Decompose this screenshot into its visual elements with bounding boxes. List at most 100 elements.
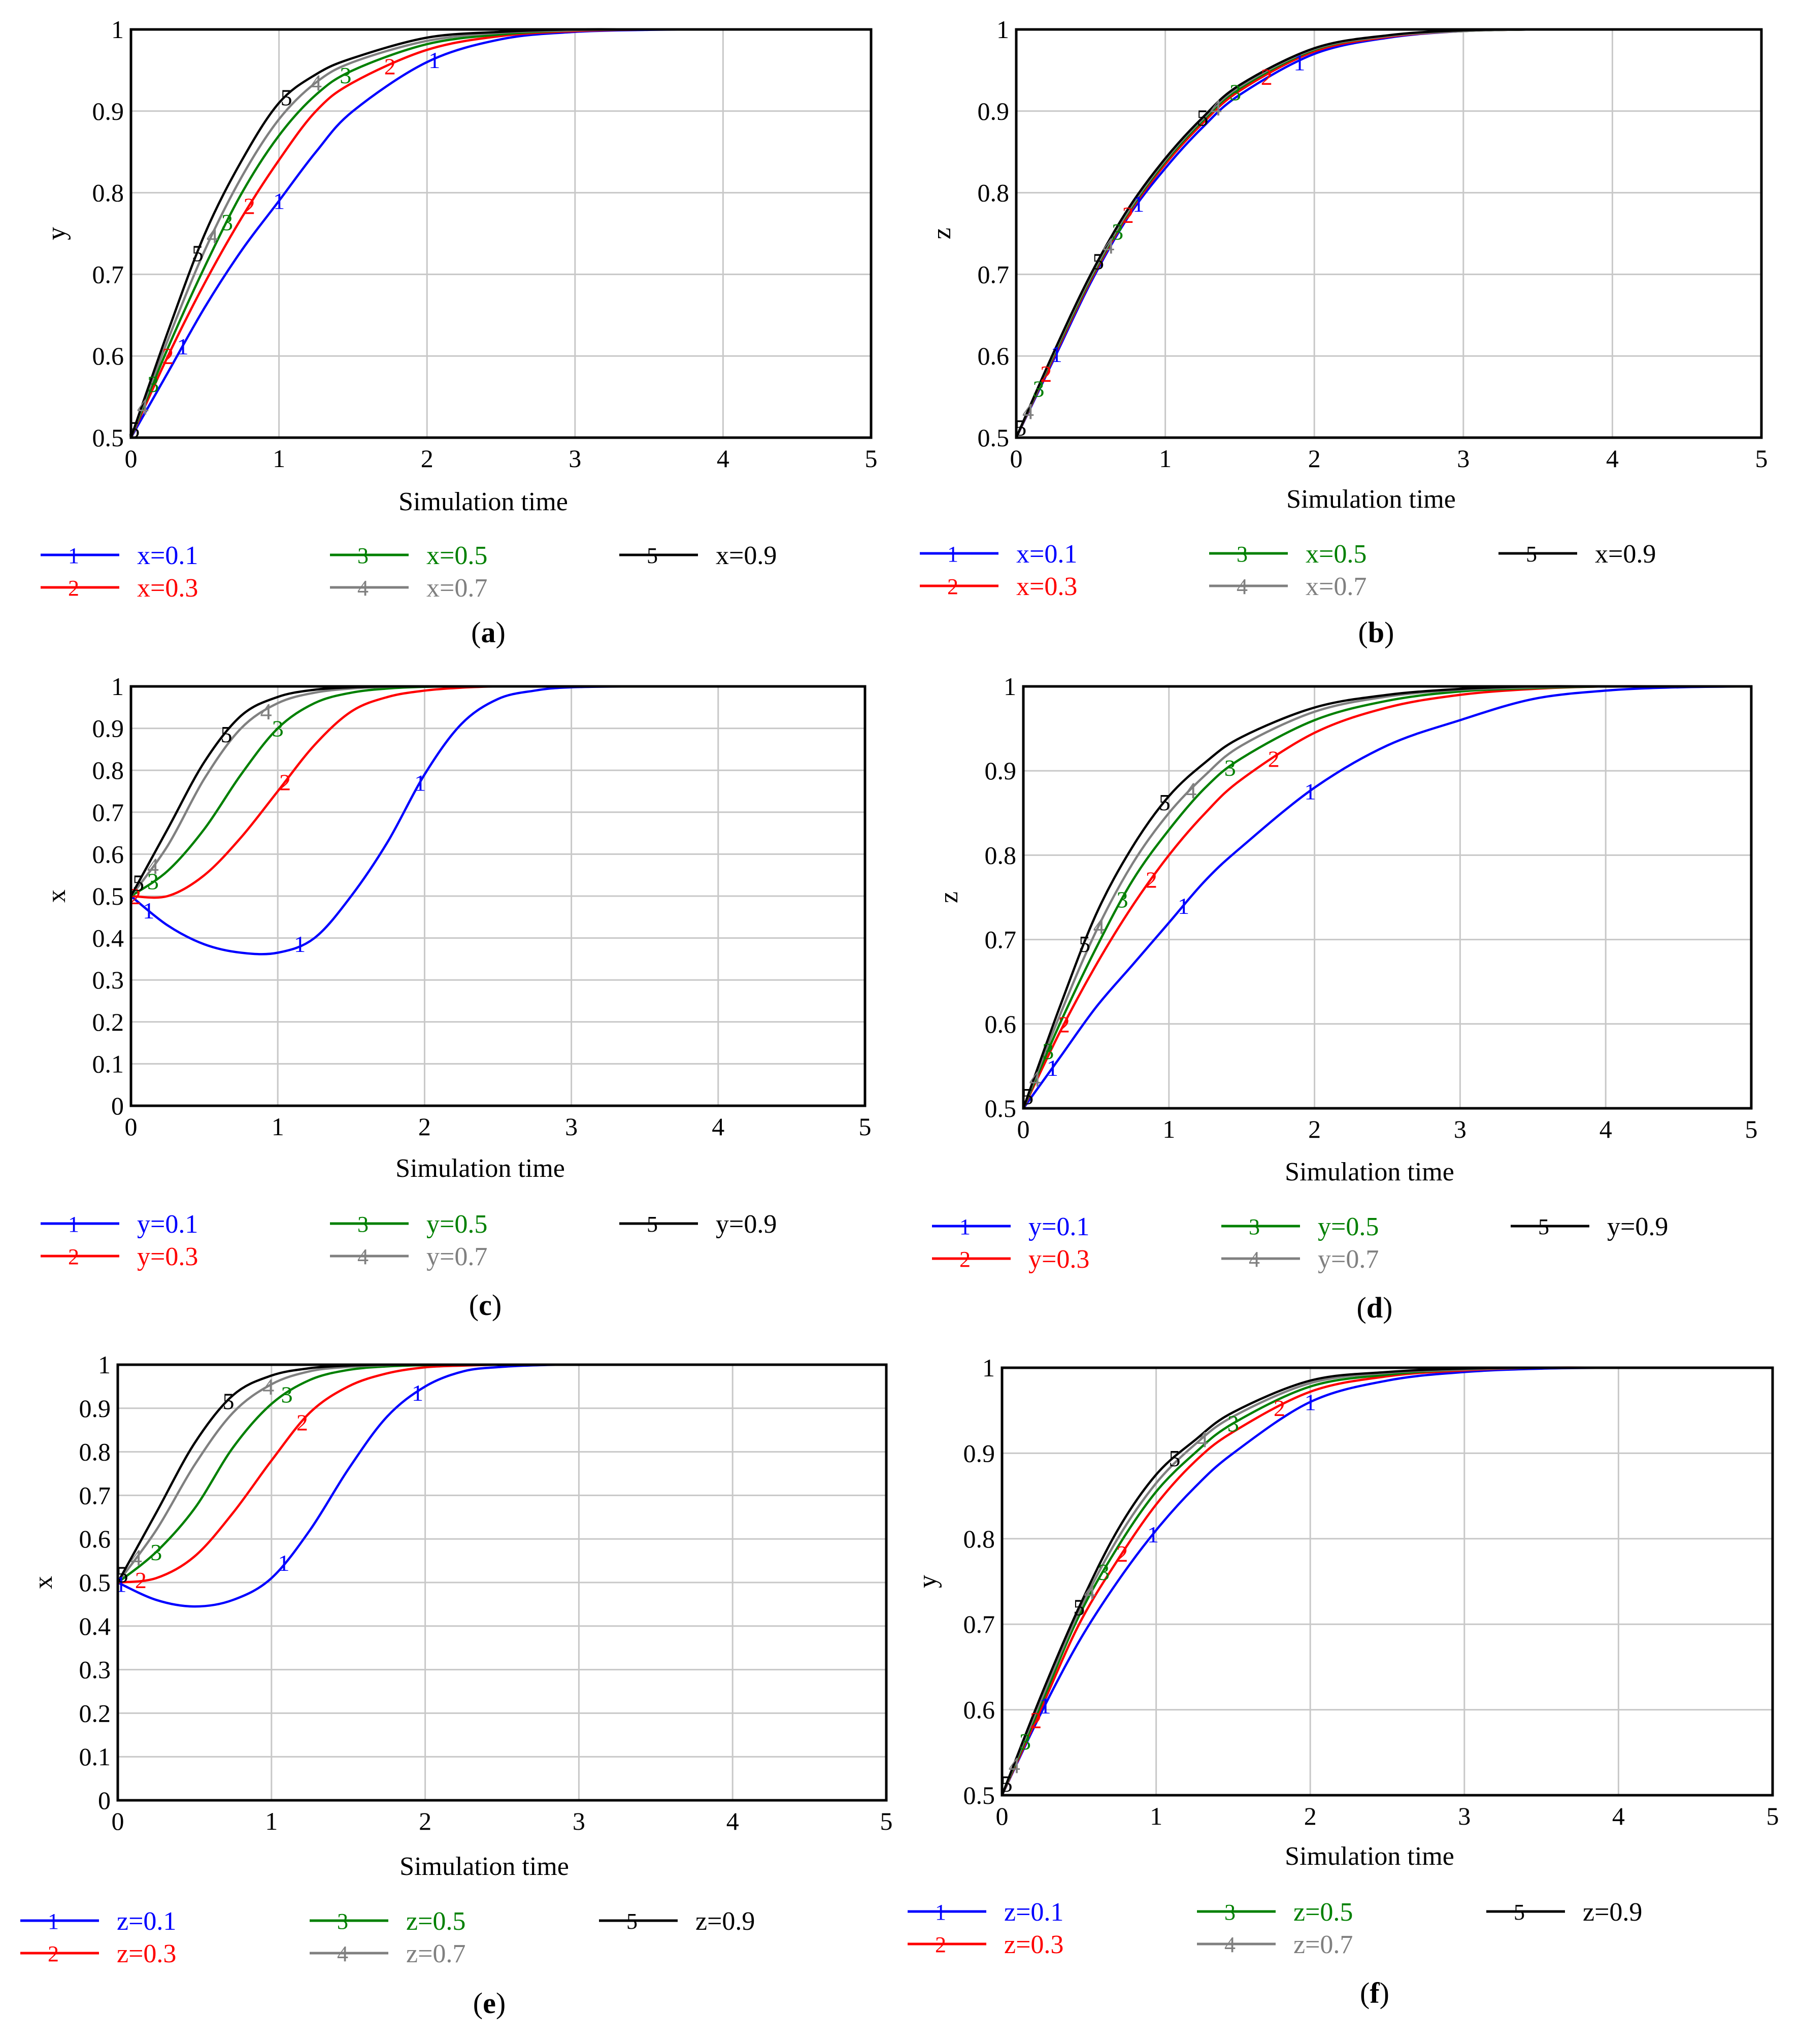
series-marker-1: 1 (1293, 49, 1305, 75)
series-line-1 (130, 685, 865, 955)
series-marker-5: 5 (1015, 415, 1026, 441)
series-marker-4: 4 (137, 393, 149, 419)
legend-number: 4 (1249, 1247, 1260, 1272)
series-group (129, 28, 871, 439)
y-tick-label: 0.5 (978, 423, 1010, 452)
series-line-3 (1015, 28, 1761, 438)
y-tick-label: 0.5 (79, 1568, 111, 1597)
y-axis-label: z (927, 227, 956, 239)
series-marker-4: 4 (1210, 95, 1222, 121)
legend-label: x=0.1 (137, 541, 198, 570)
y-axis-label: x (29, 1576, 58, 1589)
legend-number: 2 (68, 576, 79, 601)
legend-item-1: 1 z=0.1 (20, 1907, 176, 1936)
legend-item-1: 1 z=0.1 (908, 1898, 1063, 1927)
y-tick-label: 1 (982, 1354, 995, 1382)
series-marker-3: 3 (1019, 1729, 1031, 1755)
series-marker-2: 2 (135, 1567, 147, 1593)
legend-number: 5 (1514, 1900, 1525, 1925)
y-tick-label: 0.8 (79, 1438, 111, 1466)
x-tick-label: 1 (1159, 444, 1172, 473)
series-marker-1: 1 (412, 1380, 423, 1406)
series-marker-5: 5 (1169, 1445, 1181, 1471)
y-tick-label: 0 (111, 1092, 124, 1120)
series-line-3 (1022, 685, 1751, 1109)
panel-caption: (e) (473, 1987, 506, 2020)
legend-label: y=0.3 (137, 1242, 198, 1271)
series-marker-4: 4 (147, 853, 159, 879)
series-marker-1: 1 (143, 898, 154, 924)
legend-label: y=0.5 (1318, 1212, 1379, 1241)
x-tick-label: 5 (1755, 444, 1768, 473)
series-marker-4: 4 (1022, 399, 1034, 424)
y-tick-label: 0.4 (92, 924, 124, 952)
series-marker-5: 5 (1001, 1771, 1013, 1797)
series-marker-3: 3 (272, 716, 284, 742)
y-tick-label: 0.8 (92, 179, 124, 207)
series-group (1001, 1366, 1773, 1796)
series-marker-3: 3 (1117, 886, 1128, 912)
x-tick-label: 2 (419, 1807, 431, 1835)
x-axis-label: Simulation time (1285, 1842, 1454, 1871)
series-marker-2: 2 (1030, 1707, 1042, 1733)
legend: 1 z=0.1 2 z=0.3 3 z=0.5 4 z=0.7 5 z=0.9 (908, 1898, 1642, 1959)
legend-label: y=0.5 (426, 1210, 487, 1239)
series-line-5 (1015, 28, 1761, 438)
y-tick-label: 0.6 (92, 342, 124, 370)
series-marker-4: 4 (1196, 1426, 1208, 1452)
legend-label: x=0.3 (1016, 572, 1077, 601)
series-marker-1: 1 (1040, 1693, 1051, 1719)
series-group (1015, 28, 1761, 438)
legend-item-4: 4 x=0.7 (1209, 572, 1366, 601)
grid (131, 29, 871, 438)
x-tick-label: 4 (1599, 1115, 1612, 1143)
x-tick-label: 5 (1766, 1802, 1779, 1830)
y-tick-label: 1 (996, 15, 1009, 44)
y-tick-label: 0.5 (985, 1094, 1017, 1123)
x-axis-label: Simulation time (395, 1154, 565, 1183)
x-tick-label: 3 (573, 1807, 585, 1835)
x-tick-label: 5 (1745, 1115, 1758, 1143)
series-line-2 (129, 28, 871, 438)
legend-item-2: 2 z=0.3 (20, 1939, 176, 1968)
legend-item-3: 3 x=0.5 (330, 541, 487, 570)
y-tick-label: 0.9 (963, 1439, 995, 1467)
y-tick-label: 0.2 (79, 1699, 111, 1727)
series-marker-5: 5 (281, 84, 292, 110)
tick-labels: 0 1 2 3 4 50.50.60.70.80.91 (985, 672, 1758, 1143)
series-marker-1: 1 (1178, 893, 1189, 919)
x-tick-label: 3 (1457, 444, 1470, 473)
legend-number: 4 (357, 1244, 369, 1269)
legend-item-4: 4 z=0.7 (310, 1939, 465, 1968)
series-line-5 (1022, 685, 1751, 1109)
series-marker-4: 4 (1185, 777, 1196, 803)
y-tick-label: 0.1 (79, 1742, 111, 1771)
legend-number: 2 (959, 1247, 971, 1272)
x-axis-label: Simulation time (1286, 485, 1456, 514)
x-axis-label: Simulation time (1285, 1158, 1454, 1186)
y-axis-label: x (42, 889, 71, 903)
legend-number: 3 (1224, 1900, 1236, 1925)
y-tick-label: 0.9 (978, 97, 1010, 125)
series-marker-4: 4 (130, 1545, 142, 1571)
legend-number: 5 (626, 1909, 638, 1934)
panel-caption: (c) (469, 1289, 502, 1322)
series-group (1022, 685, 1752, 1109)
x-tick-label: 3 (569, 444, 581, 473)
x-tick-label: 3 (565, 1112, 578, 1141)
x-axis-label: Simulation time (399, 1852, 569, 1881)
x-tick-label: 5 (859, 1112, 872, 1141)
y-tick-label: 0.7 (963, 1610, 995, 1638)
legend-label: x=0.3 (137, 574, 198, 603)
legend-item-2: 2 x=0.3 (920, 572, 1077, 601)
legend-label: x=0.5 (426, 541, 487, 570)
series-line-4 (130, 685, 865, 897)
y-tick-label: 0.1 (92, 1049, 124, 1078)
legend-item-3: 3 x=0.5 (1209, 540, 1366, 569)
x-tick-label: 0 (112, 1807, 124, 1835)
y-tick-label: 0.9 (79, 1394, 111, 1423)
y-tick-label: 0.7 (79, 1481, 111, 1509)
plot-frame (1001, 1366, 1774, 1797)
